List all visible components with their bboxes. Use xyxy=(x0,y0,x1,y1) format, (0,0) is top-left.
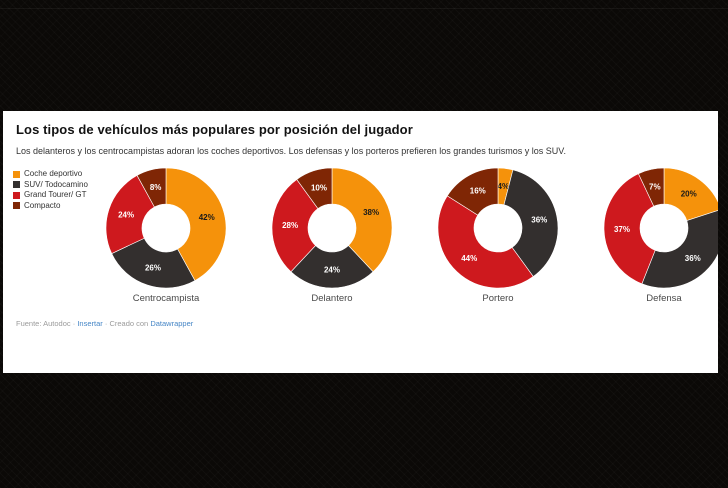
slice-value-label: 42% xyxy=(199,213,215,222)
donut-slice-coche-deportivo[interactable] xyxy=(331,167,393,273)
donut-row: 42% 26% 24% 8% Centrocampista 38% 24% 28% 10% Del… xyxy=(3,167,718,304)
slice-value-label: 38% xyxy=(363,208,379,217)
donut-slice-compacto[interactable] xyxy=(638,167,665,207)
chart-header: Los tipos de vehículos más populares por… xyxy=(16,122,702,156)
slice-value-label: 7% xyxy=(649,183,661,192)
donut-chart-delantero: 38% 24% 28% 10% Delantero xyxy=(269,167,395,304)
legend-swatch-icon xyxy=(13,181,20,189)
donut-svg-defensa: 20% 36% 37% 7% xyxy=(603,167,718,289)
legend-label: SUV/ Todocamino xyxy=(24,179,88,189)
slice-value-label: 10% xyxy=(311,184,327,193)
slice-value-label: 20% xyxy=(681,190,697,199)
donut-chart-centrocampista: 42% 26% 24% 8% Centrocampista xyxy=(103,167,229,304)
chart-legend: Coche deportivo SUV/ Todocamino Grand Tour… xyxy=(13,169,88,211)
donut-svg-delantero: 38% 24% 28% 10% xyxy=(271,167,393,289)
datawrapper-credit-link[interactable]: Datawrapper xyxy=(150,319,194,328)
donut-chart-portero: 4% 36% 44% 16% Portero xyxy=(435,167,561,304)
chart-footer: Fuente: Autodoc · Insertar · Creado con … xyxy=(16,319,193,328)
donut-slice-suv-todocamino[interactable] xyxy=(503,169,559,277)
slice-value-label: 36% xyxy=(531,216,547,225)
legend-item-suv-todocamino: SUV/ Todocamino xyxy=(13,180,88,191)
slice-value-label: 8% xyxy=(150,183,162,192)
donut-slice-grand-tourer-gt[interactable] xyxy=(271,179,319,273)
donut-slice-grand-tourer-gt[interactable] xyxy=(603,173,656,285)
donut-slice-suv-todocamino[interactable] xyxy=(111,237,196,289)
slice-value-label: 26% xyxy=(145,263,161,272)
chart-title: Los tipos de vehículos más populares por… xyxy=(16,122,413,137)
slice-value-label: 16% xyxy=(470,187,486,196)
footer-separator: · xyxy=(72,319,76,328)
chart-panel: Los tipos de vehículos más populares por… xyxy=(3,111,718,373)
chart-subtitle: Los delanteros y los centrocampistas ado… xyxy=(16,146,566,156)
legend-item-compacto: Compacto xyxy=(13,201,88,212)
donut-caption-centrocampista: Centrocampista xyxy=(132,293,200,304)
slice-value-label: 24% xyxy=(324,266,340,275)
donut-slice-compacto[interactable] xyxy=(136,167,167,208)
slice-value-label: 28% xyxy=(282,221,298,230)
legend-swatch-icon xyxy=(13,191,20,199)
slice-value-label: 4% xyxy=(498,182,510,191)
donut-slice-compacto[interactable] xyxy=(447,167,499,216)
legend-swatch-icon xyxy=(13,170,20,178)
legend-label: Grand Tourer/ GT xyxy=(24,190,87,200)
donut-slice-coche-deportivo[interactable] xyxy=(165,167,227,281)
donut-slice-compacto[interactable] xyxy=(296,167,333,209)
donut-slice-grand-tourer-gt[interactable] xyxy=(105,175,155,254)
legend-item-grand-tourer-gt: Grand Tourer/ GT xyxy=(13,190,88,201)
footer-separator: · xyxy=(104,319,108,328)
footer-source: Fuente: Autodoc xyxy=(16,319,71,328)
slice-value-label: 37% xyxy=(614,225,630,234)
embed-link[interactable]: Insertar xyxy=(77,319,103,328)
donut-caption-delantero: Delantero xyxy=(311,293,353,304)
donut-slice-suv-todocamino[interactable] xyxy=(641,209,718,289)
donut-caption-defensa: Defensa xyxy=(646,293,682,304)
footer-credit-prefix: Creado con xyxy=(109,319,149,328)
slice-value-label: 36% xyxy=(685,254,701,263)
slice-value-label: 24% xyxy=(118,211,134,220)
legend-label: Coche deportivo xyxy=(24,169,83,179)
donut-svg-portero: 4% 36% 44% 16% xyxy=(437,167,559,289)
donut-chart-defensa: 20% 36% 37% 7% Defensa xyxy=(601,167,718,304)
legend-item-coche-deportivo: Coche deportivo xyxy=(13,169,88,180)
donut-slice-coche-deportivo[interactable] xyxy=(663,167,718,221)
legend-label: Compacto xyxy=(24,200,61,210)
slice-value-label: 44% xyxy=(461,254,477,263)
donut-slice-grand-tourer-gt[interactable] xyxy=(437,195,534,289)
donut-slice-suv-todocamino[interactable] xyxy=(290,245,374,289)
donut-caption-portero: Portero xyxy=(482,293,514,304)
background-seam-line xyxy=(0,8,728,9)
legend-swatch-icon xyxy=(13,202,20,210)
donut-svg-centrocampista: 42% 26% 24% 8% xyxy=(105,167,227,289)
